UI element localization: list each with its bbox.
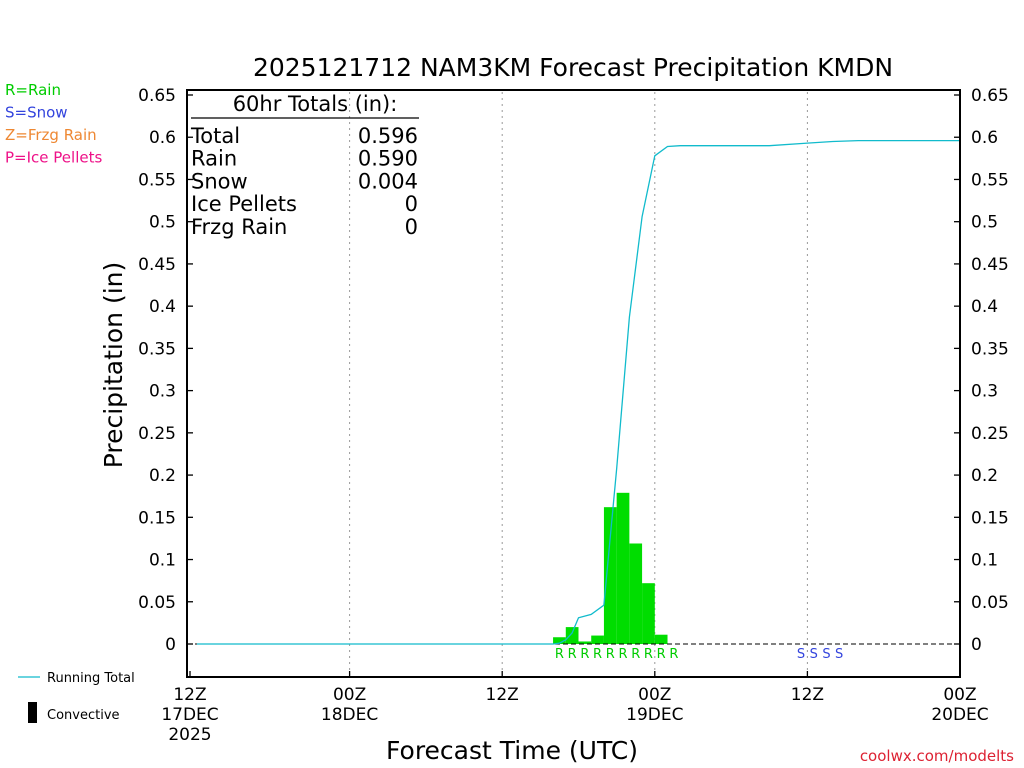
ytick-label-left-4: 0.2 xyxy=(149,466,176,486)
xtick-label-2: 12Z xyxy=(486,685,519,705)
type-marker-S-2: S xyxy=(822,647,830,662)
totals-row-value-3: 0 xyxy=(405,192,418,216)
running-total-legend-label: Running Total xyxy=(47,671,135,686)
precip-bar-0 xyxy=(553,637,566,644)
ytick-label-right-5: 0.25 xyxy=(971,424,1009,444)
xtick-date-0: 17DEC xyxy=(161,705,218,725)
type-marker-R-2: R xyxy=(580,647,589,662)
ytick-label-left-8: 0.4 xyxy=(149,297,176,317)
precip-bar-7 xyxy=(642,583,655,644)
xtick-label-1: 00Z xyxy=(333,685,366,705)
legend-type-3: P=Ice Pellets xyxy=(5,149,102,167)
ytick-label-left-0: 0 xyxy=(165,635,176,655)
ytick-label-left-10: 0.5 xyxy=(149,213,176,233)
totals-row-name-2: Snow xyxy=(191,169,248,193)
precip-bar-2 xyxy=(578,641,592,644)
precip-bars xyxy=(553,492,668,644)
ytick-label-right-8: 0.4 xyxy=(971,297,998,317)
convective-swatch xyxy=(28,702,37,723)
totals-row-value-0: 0.596 xyxy=(358,124,418,148)
xtick-label-4: 12Z xyxy=(791,685,824,705)
totals-row-name-3: Ice Pellets xyxy=(191,192,297,216)
xtick-date-1: 18DEC xyxy=(321,705,378,725)
y-axis-left: 0 0.05 0.1 0.15 0.2 0.25 0.3 0.35 0.4 0.45 0.5 0.55… xyxy=(138,86,193,655)
y-axis-right: 0 0.05 0.1 0.15 0.2 0.25 0.3 0.35 0.4 0.45 0.5 0.55… xyxy=(954,86,1009,655)
ytick-label-right-11: 0.55 xyxy=(971,170,1009,190)
ytick-label-right-0: 0 xyxy=(971,635,982,655)
type-marker-S-0: S xyxy=(797,647,805,662)
legend-type-0: R=Rain xyxy=(5,81,61,99)
y-axis-label: Precipitation (in) xyxy=(99,262,128,469)
type-marker-R-6: R xyxy=(631,647,640,662)
convective-legend-label: Convective xyxy=(47,708,120,723)
ytick-label-right-6: 0.3 xyxy=(971,382,998,402)
xtick-label-3: 00Z xyxy=(638,685,671,705)
totals-row-value-2: 0.004 xyxy=(358,169,418,193)
type-marker-R-4: R xyxy=(606,647,615,662)
xtick-year-0: 2025 xyxy=(168,725,211,745)
type-marker-R-9: R xyxy=(669,647,678,662)
ytick-label-right-9: 0.45 xyxy=(971,255,1009,275)
precip-bar-6 xyxy=(629,543,643,644)
totals-row-value-1: 0.590 xyxy=(358,147,418,171)
type-marker-R-1: R xyxy=(568,647,577,662)
precip-bar-8 xyxy=(654,634,668,644)
ytick-label-left-12: 0.6 xyxy=(149,128,176,148)
ytick-label-right-1: 0.05 xyxy=(971,593,1009,613)
ytick-label-left-13: 0.65 xyxy=(138,86,176,106)
type-marker-R-5: R xyxy=(618,647,627,662)
ytick-label-right-4: 0.2 xyxy=(971,466,998,486)
type-marker-R-3: R xyxy=(593,647,602,662)
precip-bar-1 xyxy=(565,627,579,644)
running-total-line xyxy=(197,139,960,645)
totals-rows: Total 0.596 Rain 0.590 Snow 0.004 Ice Pellets 0… xyxy=(190,124,418,239)
legend-type-2: Z=Frzg Rain xyxy=(5,126,97,144)
ytick-label-left-1: 0.05 xyxy=(138,593,176,613)
type-marker-S-1: S xyxy=(810,647,818,662)
totals-row-name-0: Total xyxy=(190,124,240,148)
ytick-label-right-7: 0.35 xyxy=(971,339,1009,359)
ytick-label-right-3: 0.15 xyxy=(971,508,1009,528)
ytick-label-right-13: 0.65 xyxy=(971,86,1009,106)
chart-title: 2025121712 NAM3KM Forecast Precipitation… xyxy=(253,53,893,82)
type-marker-R-0: R xyxy=(555,647,564,662)
totals-row-name-1: Rain xyxy=(191,147,237,171)
totals-row-value-4: 0 xyxy=(405,215,418,239)
totals-header: 60hr Totals (in): xyxy=(233,92,398,116)
ytick-label-left-9: 0.45 xyxy=(138,255,176,275)
x-axis-label: Forecast Time (UTC) xyxy=(386,736,638,765)
ytick-label-left-11: 0.55 xyxy=(138,170,176,190)
precip-type-legend: R=Rain S=Snow Z=Frzg Rain P=Ice Pellets xyxy=(5,81,102,167)
precip-bar-4 xyxy=(603,507,617,644)
xtick-date-3: 19DEC xyxy=(626,705,683,725)
type-marker-R-8: R xyxy=(657,647,666,662)
grid-lines xyxy=(349,92,808,675)
type-marker-R-7: R xyxy=(644,647,653,662)
ytick-label-left-7: 0.35 xyxy=(138,339,176,359)
credit-text: coolwx.com/modelts xyxy=(860,747,1014,765)
legend-type-1: S=Snow xyxy=(5,104,68,122)
plot-frame xyxy=(186,89,961,678)
xtick-label-5: 00Z xyxy=(943,685,976,705)
xtick-label-0: 12Z xyxy=(173,685,206,705)
totals-row-name-4: Frzg Rain xyxy=(191,215,287,239)
ytick-label-left-2: 0.1 xyxy=(149,551,176,571)
ytick-label-left-6: 0.3 xyxy=(149,382,176,402)
xtick-date-5: 20DEC xyxy=(931,705,988,725)
ytick-label-left-3: 0.15 xyxy=(138,508,176,528)
type-marker-S-3: S xyxy=(835,647,843,662)
ytick-label-right-12: 0.6 xyxy=(971,128,998,148)
totals-box: 60hr Totals (in): Total 0.596 Rain 0.590 Sno… xyxy=(190,92,419,239)
precip-bar-3 xyxy=(591,635,604,644)
precip-bar-5 xyxy=(616,492,630,644)
ytick-label-right-2: 0.1 xyxy=(971,551,998,571)
ytick-label-left-5: 0.25 xyxy=(138,424,176,444)
ytick-label-right-10: 0.5 xyxy=(971,213,998,233)
